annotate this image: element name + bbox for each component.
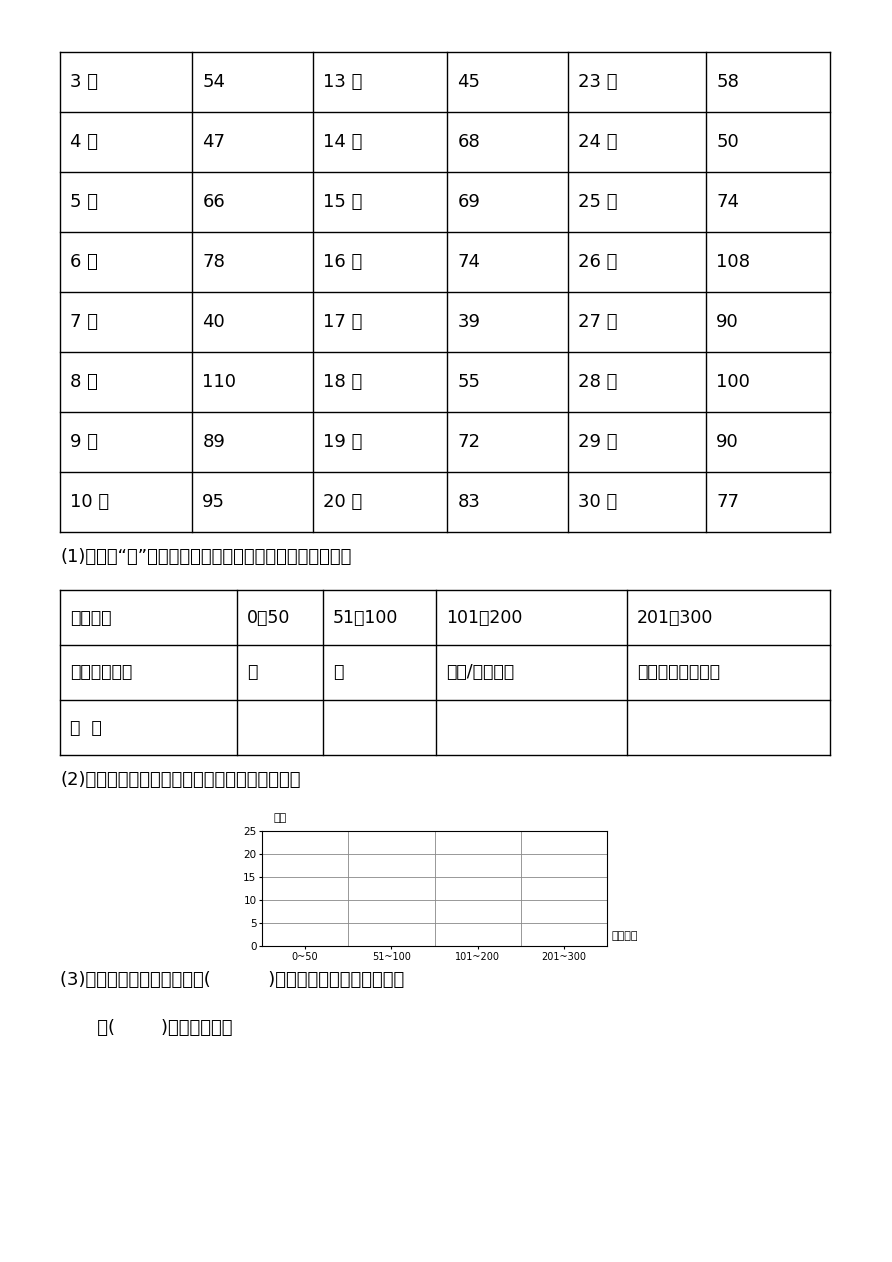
Text: 83: 83 bbox=[458, 493, 480, 511]
Text: 是(        )的天数最少。: 是( )的天数最少。 bbox=[80, 1018, 233, 1037]
Text: 17 日: 17 日 bbox=[323, 313, 362, 331]
Text: 24 日: 24 日 bbox=[578, 133, 617, 151]
Text: 14 日: 14 日 bbox=[323, 133, 362, 151]
Text: 40: 40 bbox=[202, 313, 225, 331]
Text: 7 日: 7 日 bbox=[70, 313, 98, 331]
Text: 39: 39 bbox=[458, 313, 481, 331]
Text: 201～300: 201～300 bbox=[637, 608, 714, 626]
Text: 69: 69 bbox=[458, 193, 480, 211]
Text: 天  数: 天 数 bbox=[70, 718, 102, 737]
Text: 空气质量状况: 空气质量状况 bbox=[70, 664, 132, 681]
Text: 10 日: 10 日 bbox=[70, 493, 109, 511]
Text: 50: 50 bbox=[716, 133, 739, 151]
Text: 4 日: 4 日 bbox=[70, 133, 98, 151]
Text: 58: 58 bbox=[716, 73, 739, 91]
Text: 51～100: 51～100 bbox=[333, 608, 398, 626]
Text: 55: 55 bbox=[458, 374, 481, 391]
Text: 95: 95 bbox=[202, 493, 226, 511]
Text: 89: 89 bbox=[202, 433, 225, 451]
Text: 5 日: 5 日 bbox=[70, 193, 98, 211]
Text: 27 日: 27 日 bbox=[578, 313, 617, 331]
Text: 29 日: 29 日 bbox=[578, 433, 617, 451]
Text: 良: 良 bbox=[333, 664, 343, 681]
Text: 28 日: 28 日 bbox=[578, 374, 617, 391]
Text: 0～50: 0～50 bbox=[247, 608, 290, 626]
Text: 101～200: 101～200 bbox=[446, 608, 523, 626]
Text: 13 日: 13 日 bbox=[323, 73, 362, 91]
Text: 90: 90 bbox=[716, 313, 739, 331]
Text: 78: 78 bbox=[202, 252, 225, 271]
Text: 3 日: 3 日 bbox=[70, 73, 98, 91]
Text: 66: 66 bbox=[202, 193, 225, 211]
Text: 108: 108 bbox=[716, 252, 750, 271]
Text: 16 日: 16 日 bbox=[323, 252, 362, 271]
Text: 110: 110 bbox=[202, 374, 236, 391]
Text: 18 日: 18 日 bbox=[323, 374, 362, 391]
Text: 30 日: 30 日 bbox=[578, 493, 617, 511]
Text: 23 日: 23 日 bbox=[578, 73, 617, 91]
Text: 19 日: 19 日 bbox=[323, 433, 362, 451]
Text: 74: 74 bbox=[716, 193, 739, 211]
Text: 90: 90 bbox=[716, 433, 739, 451]
Text: 污染指数: 污染指数 bbox=[70, 608, 112, 626]
Text: 25 日: 25 日 bbox=[578, 193, 617, 211]
Text: 74: 74 bbox=[458, 252, 481, 271]
Text: 15 日: 15 日 bbox=[323, 193, 362, 211]
Text: 26 日: 26 日 bbox=[578, 252, 617, 271]
Text: 100: 100 bbox=[716, 374, 750, 391]
Text: 6 日: 6 日 bbox=[70, 252, 98, 271]
Text: 天数: 天数 bbox=[273, 813, 286, 823]
Text: (3)从图上看空气质量状况是(          )的天数最多，空气质量状况: (3)从图上看空气质量状况是( )的天数最多，空气质量状况 bbox=[60, 970, 404, 989]
Text: 68: 68 bbox=[458, 133, 480, 151]
Text: 47: 47 bbox=[202, 133, 226, 151]
Text: 9 日: 9 日 bbox=[70, 433, 98, 451]
Text: 优: 优 bbox=[247, 664, 257, 681]
Text: 污染指数: 污染指数 bbox=[612, 931, 639, 941]
Text: 72: 72 bbox=[458, 433, 481, 451]
Text: 中度和中度重污染: 中度和中度重污染 bbox=[637, 664, 720, 681]
Text: (2)根据上面的统计表，完成下面的条形统计图。: (2)根据上面的统计表，完成下面的条形统计图。 bbox=[60, 771, 301, 789]
Text: 54: 54 bbox=[202, 73, 226, 91]
Text: 轻微/轻度污染: 轻微/轻度污染 bbox=[446, 664, 514, 681]
Text: (1)先用画“正”字的方法整理数据，再把统计表填写完整。: (1)先用画“正”字的方法整理数据，再把统计表填写完整。 bbox=[60, 548, 351, 565]
Text: 20 日: 20 日 bbox=[323, 493, 362, 511]
Text: 8 日: 8 日 bbox=[70, 374, 98, 391]
Text: 77: 77 bbox=[716, 493, 739, 511]
Text: 45: 45 bbox=[458, 73, 481, 91]
